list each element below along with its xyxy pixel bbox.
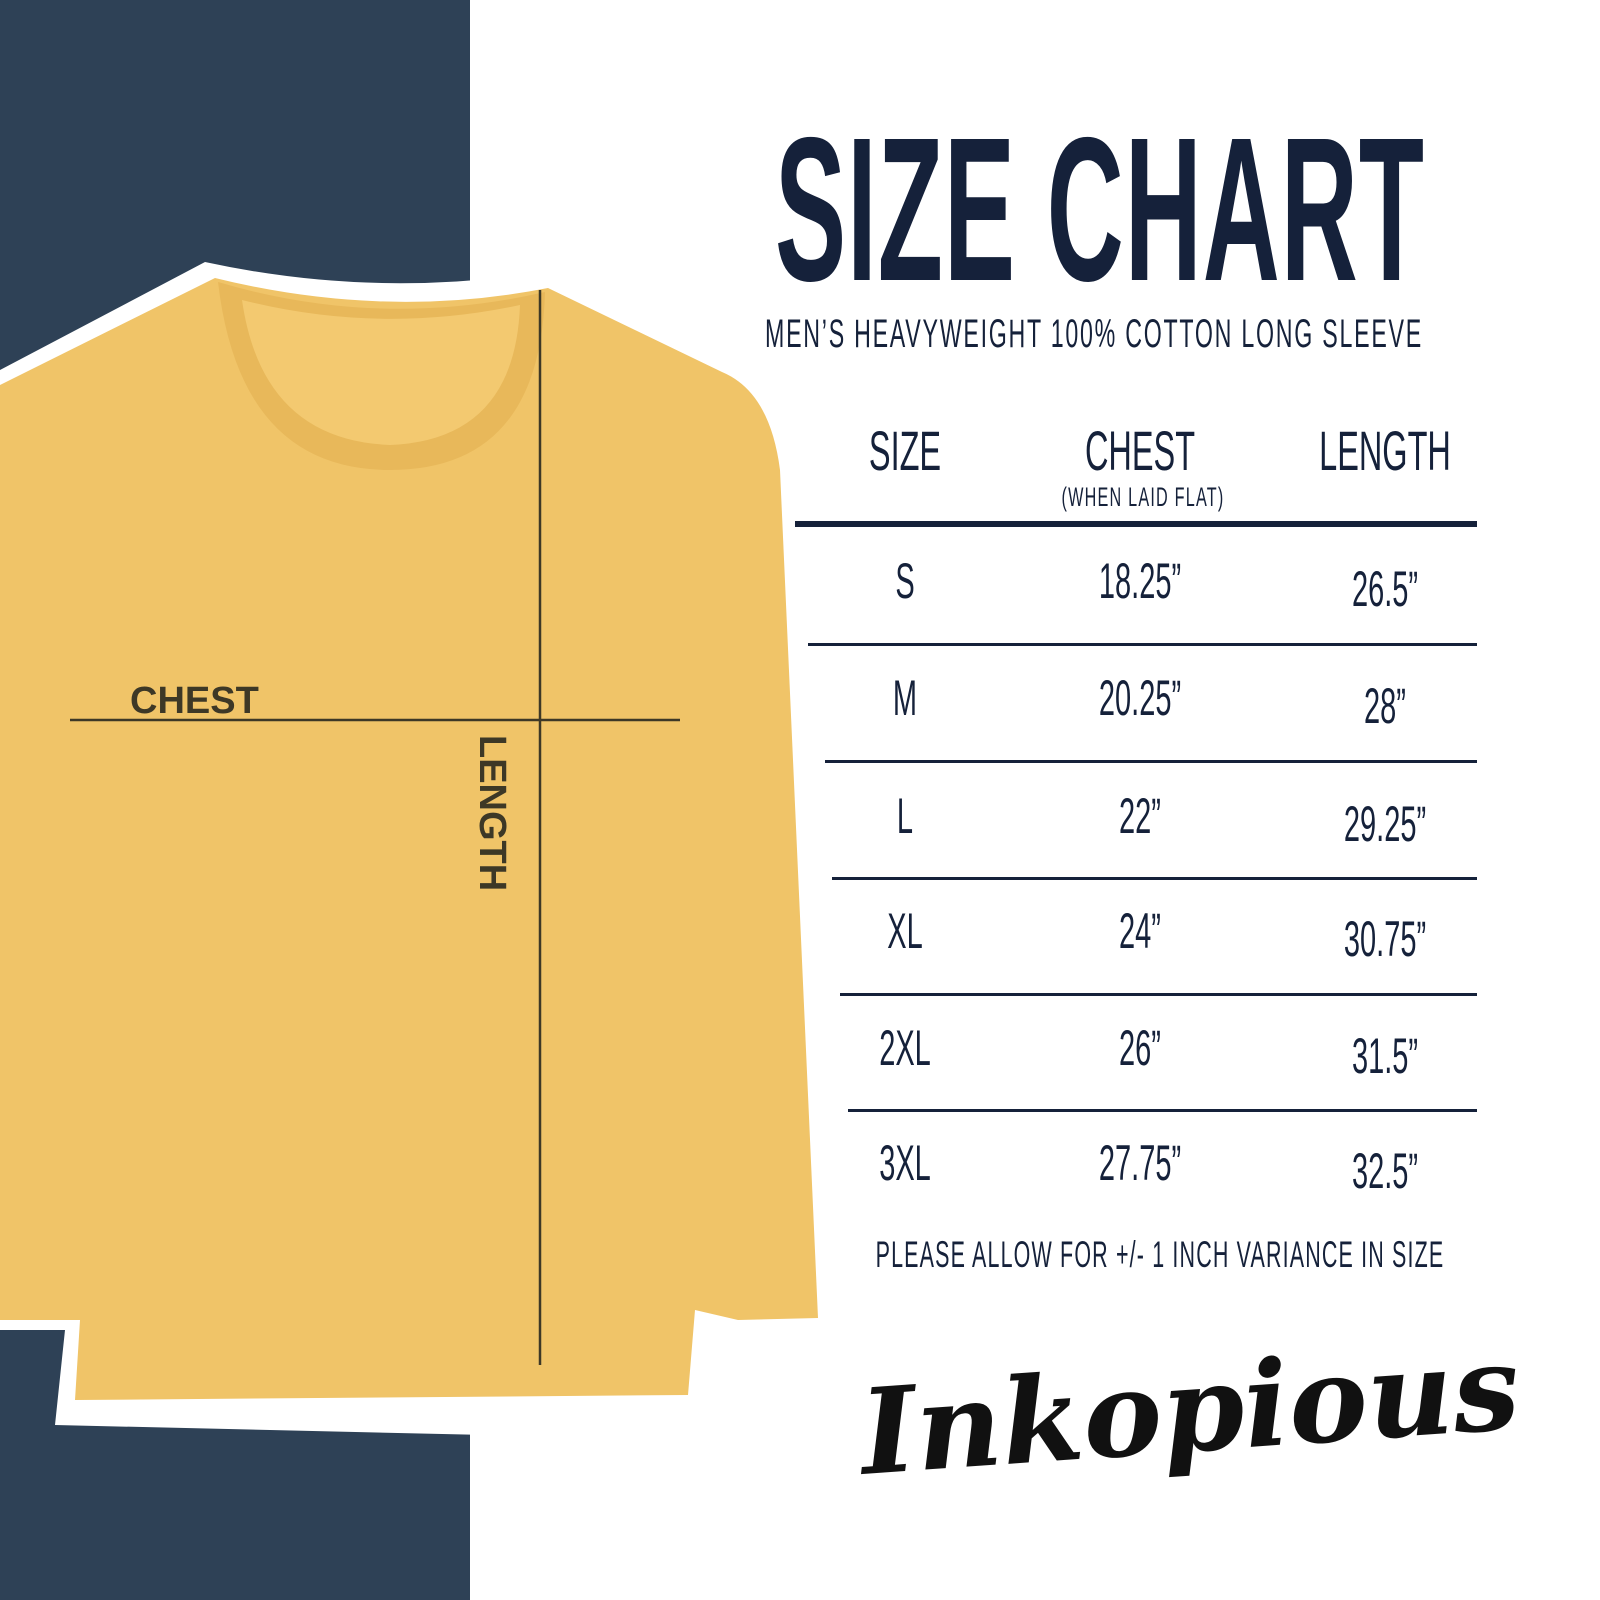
- row-divider: [808, 643, 1477, 646]
- cell-size: XL: [887, 903, 923, 959]
- cell-chest: 27.75”: [1098, 1135, 1182, 1191]
- row-divider: [825, 760, 1477, 763]
- header-chest: CHEST: [1084, 419, 1196, 482]
- cell-length: 31.5”: [1351, 1028, 1419, 1084]
- chest-label: CHEST: [130, 680, 259, 722]
- cell-size: 2XL: [879, 1020, 931, 1076]
- cell-chest: 26”: [1119, 1020, 1161, 1076]
- row-divider: [848, 1109, 1477, 1112]
- cell-length: 26.5”: [1351, 561, 1419, 617]
- brand-logo: Inkopious: [855, 1317, 1524, 1502]
- cell-chest: 24”: [1119, 903, 1161, 959]
- cell-chest: 20.25”: [1098, 670, 1182, 726]
- header-chest-note: (WHEN LAID FLAT): [1061, 482, 1225, 512]
- cell-size: 3XL: [879, 1135, 931, 1191]
- shirt-body: [0, 278, 818, 1400]
- header-rule: [795, 521, 1477, 527]
- cell-size: L: [896, 788, 914, 844]
- cell-length: 28”: [1364, 678, 1406, 734]
- cell-length: 32.5”: [1351, 1143, 1419, 1199]
- subtitle: MEN’S HEAVYWEIGHT 100% COTTON LONG SLEEV…: [765, 312, 1423, 356]
- page-title: SIZE CHART: [775, 95, 1425, 324]
- cell-chest: 22”: [1119, 788, 1161, 844]
- cell-size: M: [892, 670, 918, 726]
- shirt-neck-inner: [242, 300, 520, 445]
- variance-note: PLEASE ALLOW FOR +/- 1 INCH VARIANCE IN …: [875, 1234, 1445, 1275]
- row-divider: [840, 993, 1477, 996]
- cell-length: 29.25”: [1343, 796, 1427, 852]
- header-length: LENGTH: [1319, 419, 1451, 482]
- shirt-illustration: [0, 262, 835, 1440]
- row-divider: [832, 877, 1477, 880]
- header-size: SIZE: [868, 419, 942, 482]
- cell-size: S: [895, 553, 915, 609]
- cell-length: 30.75”: [1343, 911, 1427, 967]
- length-label: LENGTH: [471, 735, 513, 892]
- cell-chest: 18.25”: [1098, 553, 1182, 609]
